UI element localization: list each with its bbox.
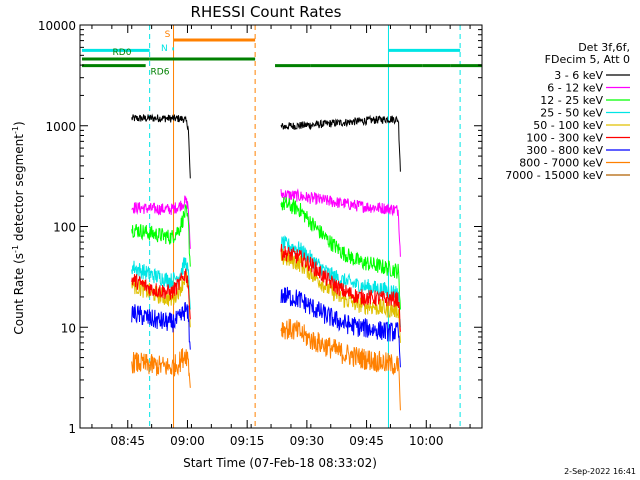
y-tick-label-0: 1 (68, 422, 76, 436)
series-6-seg1 (131, 301, 191, 350)
legend-header-2: FDecim 5, Att 0 (545, 53, 630, 66)
y-tick-label-4: 10000 (38, 19, 76, 33)
flag-label-s: S (165, 30, 171, 40)
legend-entry-2: 12 - 25 keV (540, 94, 603, 107)
series-3-seg1 (131, 257, 191, 310)
series-6-seg2 (280, 286, 401, 368)
legend-entry-3: 25 - 50 keV (540, 107, 603, 120)
legend-entry-5: 100 - 300 keV (526, 132, 603, 145)
series-5-seg2 (280, 243, 401, 332)
y-tick-label-2: 100 (53, 221, 76, 235)
x-tick-label-2: 09:15 (230, 434, 265, 448)
flag-label-n: N (161, 44, 168, 54)
legend-header-1: Det 3f,6f, (578, 41, 630, 54)
legend-entry-8: 7000 - 15000 keV (505, 169, 603, 182)
y-tick-label-1: 10 (61, 321, 76, 335)
legend-entry-6: 300 - 800 keV (526, 144, 603, 157)
axis-ticks: 1 10 100 1000 10000 08:45 09:00 09:15 09:30 09:45… (38, 19, 482, 448)
series-2-seg2 (280, 196, 401, 310)
series-1-seg2 (280, 188, 401, 257)
chart-title: RHESSI Count Rates (191, 3, 342, 21)
legend-entry-1: 6 - 12 keV (547, 82, 603, 95)
x-tick-label-1: 09:00 (170, 434, 205, 448)
series-4-seg2 (280, 248, 401, 343)
footer-timestamp: 2-Sep-2022 16:41 (564, 467, 636, 476)
y-axis-label: Count Rate (s-1 detector segment-1) (11, 121, 26, 334)
flag-label-rd6: RD6 (151, 68, 170, 78)
x-axis-label: Start Time (07-Feb-18 08:33:02) (183, 456, 377, 470)
x-tick-label-4: 09:45 (349, 434, 384, 448)
x-tick-label-5: 10:00 (409, 434, 444, 448)
series-7-seg1 (131, 348, 191, 388)
series-1-seg1 (131, 195, 191, 249)
series-0-seg2 (280, 114, 401, 172)
series-0-seg1 (131, 113, 191, 179)
series-4-seg1 (131, 271, 191, 328)
data-layer: SN RD0 RD6 (79, 25, 482, 428)
series-2-seg1 (131, 204, 191, 267)
flag-label-rd0: RD0 (113, 48, 132, 58)
x-tick-label-3: 09:30 (290, 434, 325, 448)
series-7-seg2 (280, 318, 401, 411)
legend-entry-7: 800 - 7000 keV (519, 157, 603, 170)
series-5-seg1 (131, 268, 191, 320)
x-tick-label-0: 08:45 (110, 434, 145, 448)
y-tick-label-3: 1000 (45, 120, 76, 134)
series-3-seg2 (280, 235, 401, 328)
legend-entry-4: 50 - 100 keV (533, 119, 603, 132)
legend-entry-0: 3 - 6 keV (554, 69, 603, 82)
